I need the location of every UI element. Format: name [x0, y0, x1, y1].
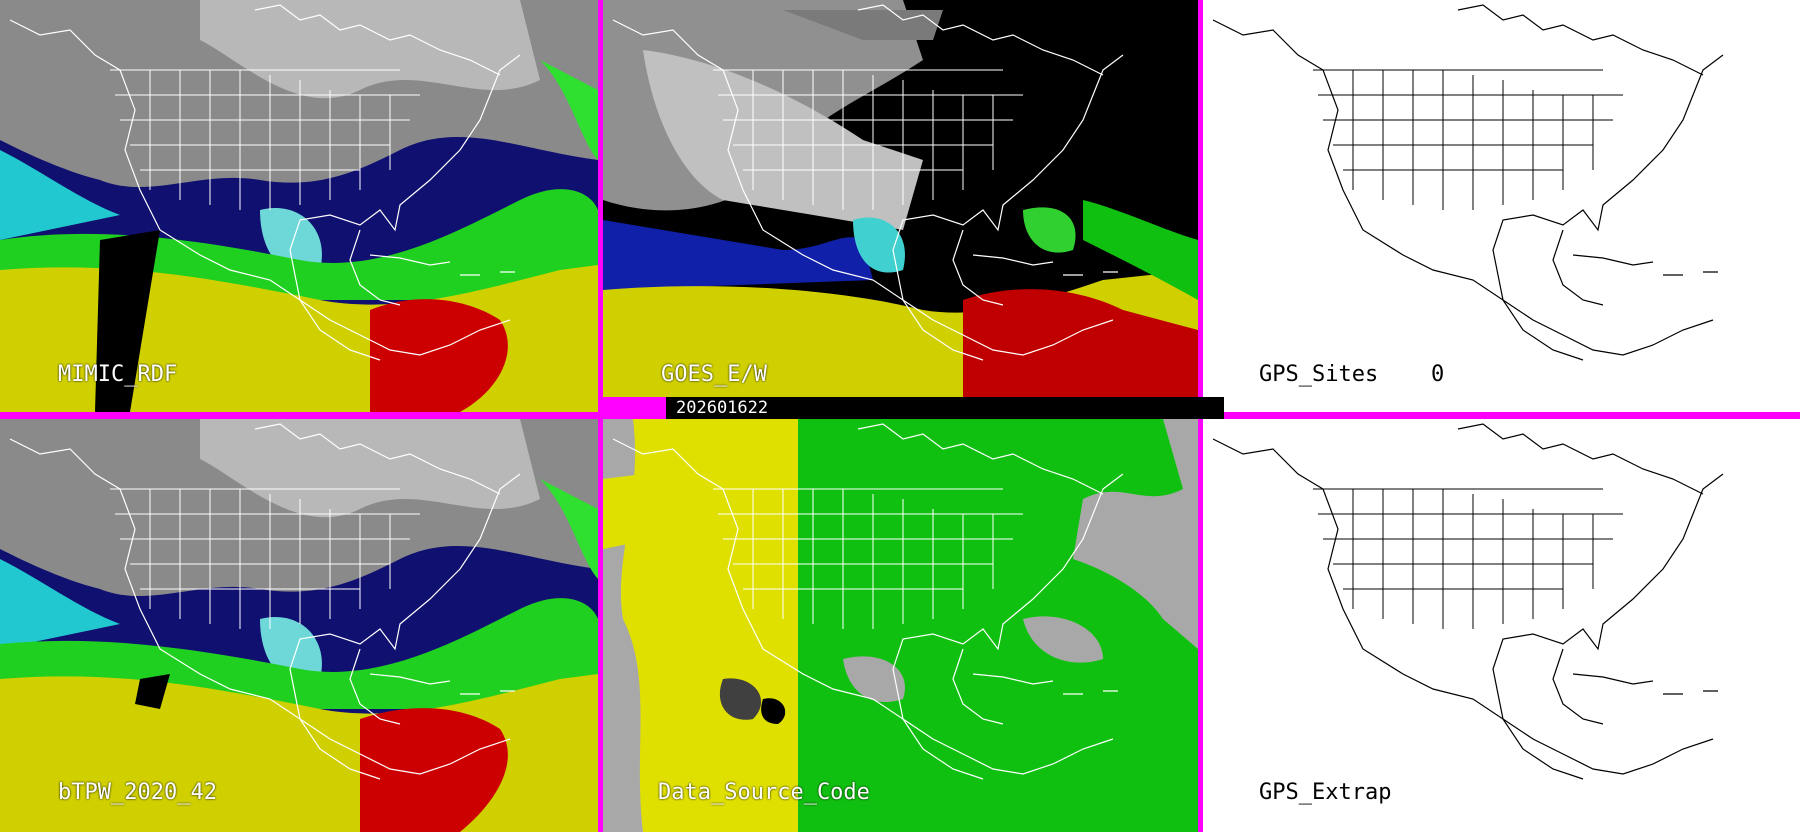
gps-sites-count: 0	[1431, 362, 1445, 387]
panel-gps-sites: GPS_Sites 0	[1203, 0, 1800, 412]
panel-goes-ew: GOES_E/W	[603, 0, 1198, 397]
map-outline-gps-sites	[1203, 0, 1800, 412]
tpw-image-mimic	[0, 0, 598, 412]
tpw-image-goes	[603, 0, 1198, 397]
panel-label: MIMIC_RDF	[58, 362, 178, 387]
tpw-image-btpw	[0, 419, 598, 832]
panel-data-source-code: Data_Source_Code	[603, 419, 1198, 832]
panel-gps-extrap: GPS_Extrap	[1203, 419, 1800, 832]
panel-label: GPS_Extrap	[1259, 780, 1392, 805]
panel-mimic-rdf: MIMIC_RDF	[0, 0, 598, 412]
data-source-image	[603, 419, 1198, 832]
panel-label: Data_Source_Code	[658, 780, 870, 805]
panel-label: GOES_E/W	[661, 362, 767, 387]
panel-label: bTPW_2020_42	[58, 780, 217, 805]
panel-btpw: bTPW_2020_42	[0, 419, 598, 832]
map-outline-gps-extrap	[1203, 419, 1800, 832]
timestamp-bar: 202601622	[666, 397, 1224, 419]
panel-label: GPS_Sites	[1259, 362, 1379, 387]
